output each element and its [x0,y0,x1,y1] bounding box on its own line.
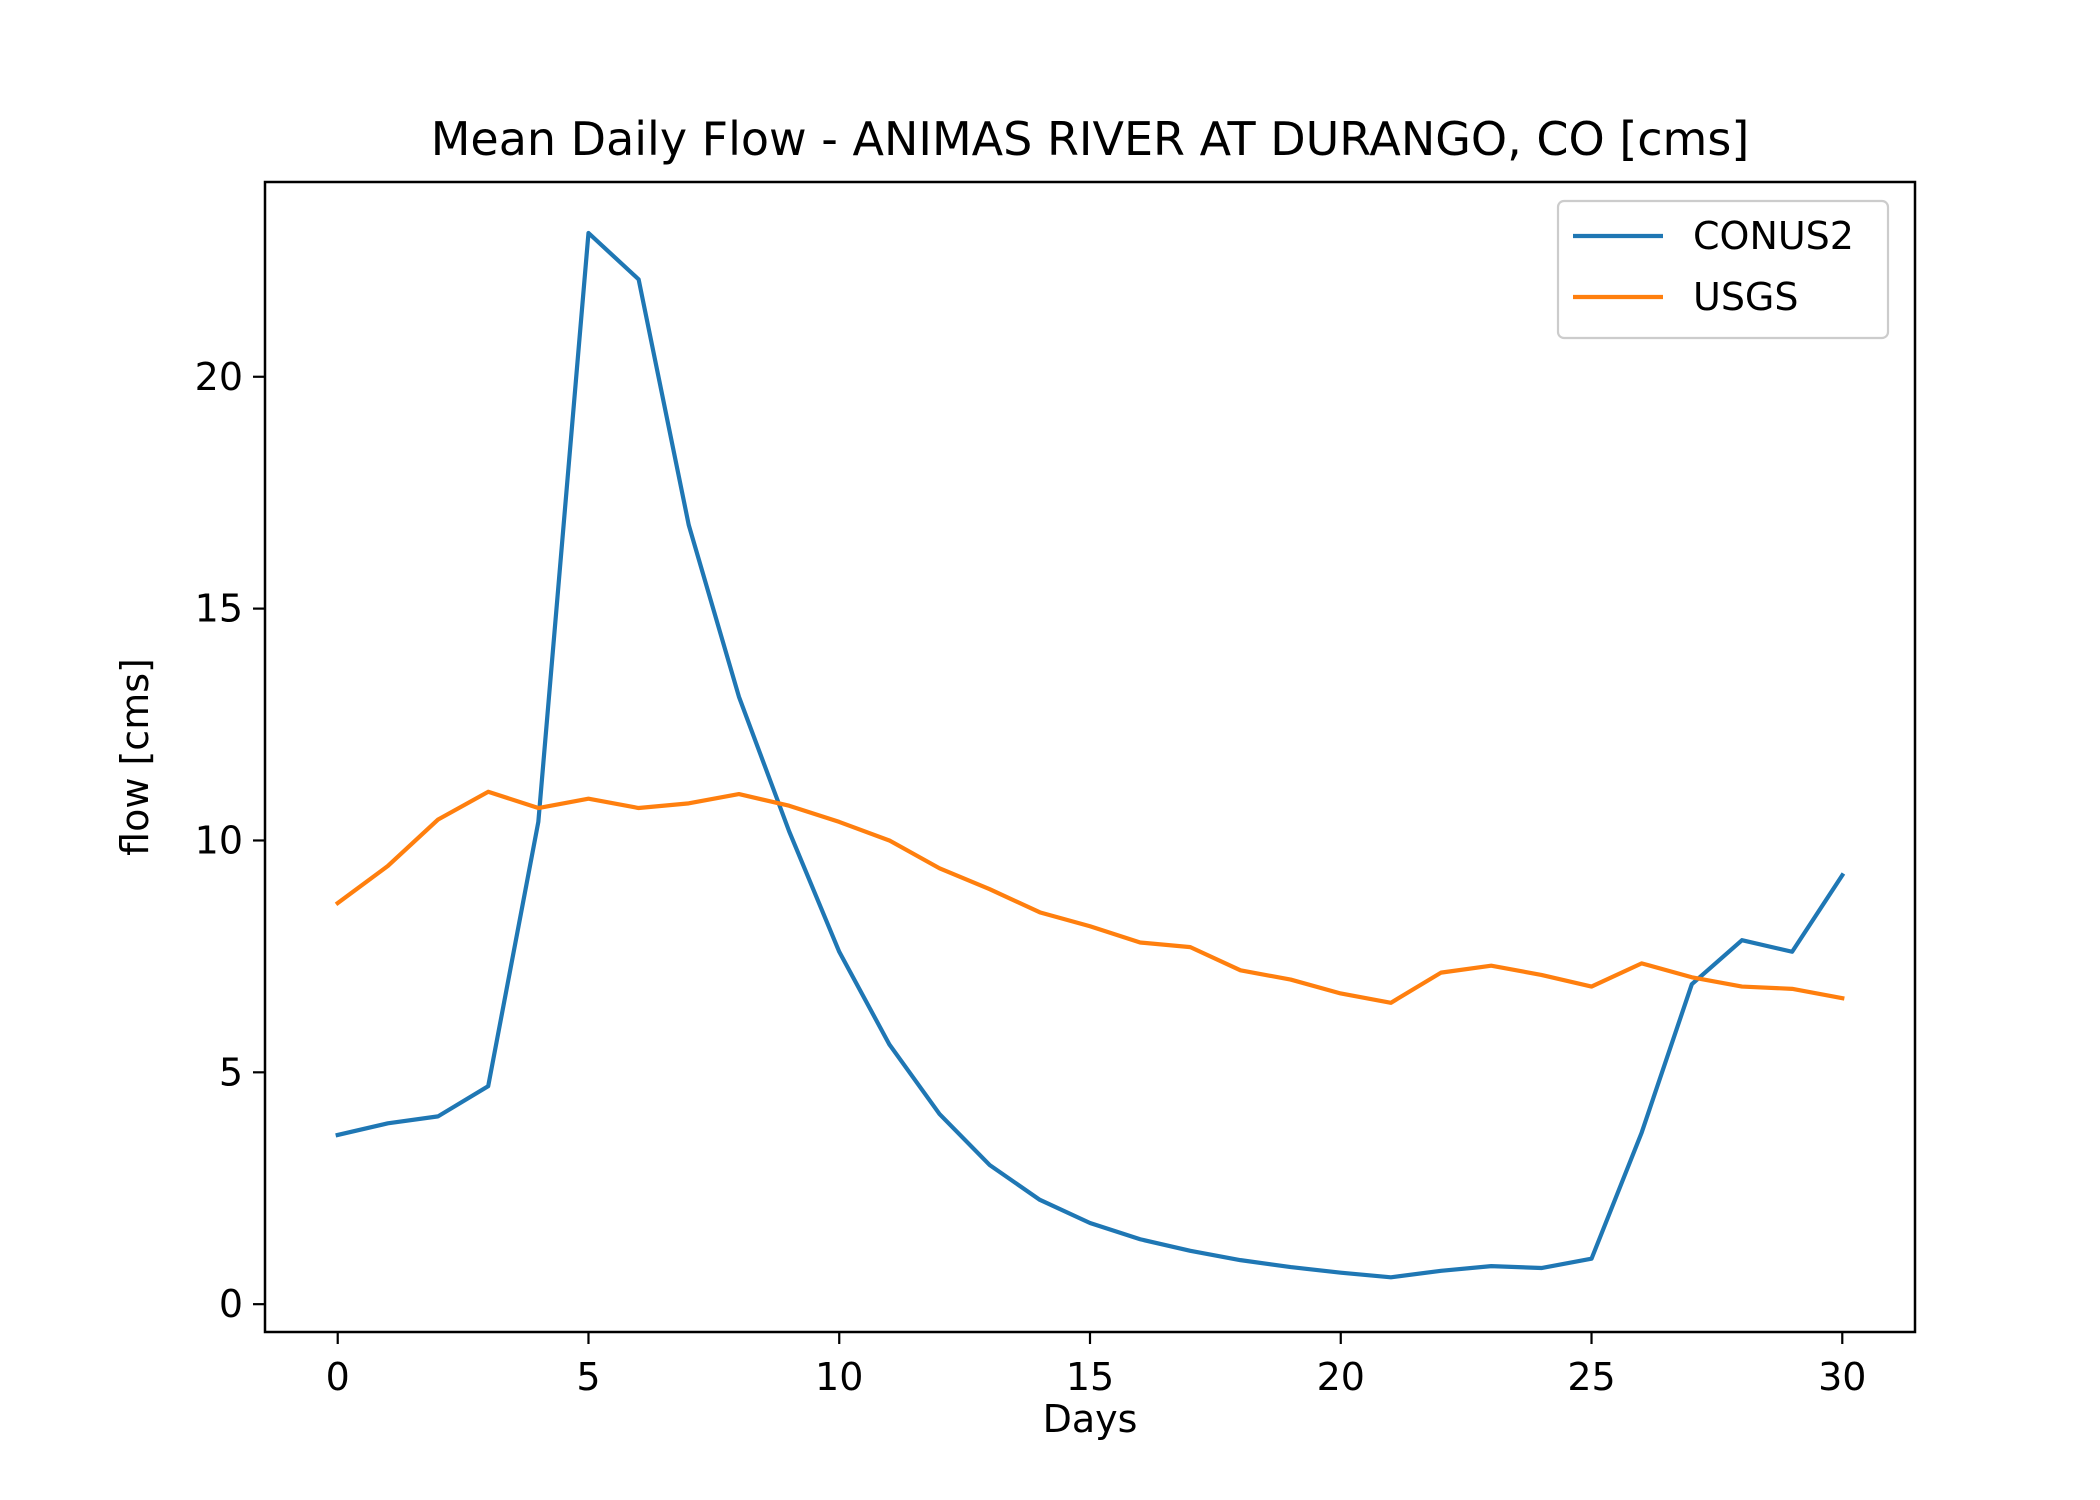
x-tick-label: 0 [326,1355,350,1399]
legend-label-conus2: CONUS2 [1693,214,1854,258]
x-axis: 0 5 10 15 20 25 30 [326,1332,1866,1399]
axes-frame [263,180,1917,1334]
y-axis-label: flow [cms] [113,658,157,856]
x-tick-label: 30 [1818,1355,1866,1399]
y-tick-label: 20 [195,355,243,399]
x-tick-label: 20 [1317,1355,1365,1399]
legend-label-usgs: USGS [1693,275,1799,319]
legend: CONUS2 USGS [1556,199,1890,340]
y-tick-label: 0 [219,1282,243,1326]
x-tick-label: 25 [1567,1355,1615,1399]
y-tick-label: 10 [195,818,243,862]
y-tick-label: 15 [195,587,243,631]
y-tick-label: 5 [219,1050,243,1094]
series-line-conus2 [335,230,1846,1280]
x-tick-label: 5 [576,1355,600,1399]
y-axis: 0 5 10 15 20 [195,355,265,1326]
chart-title: Mean Daily Flow - ANIMAS RIVER AT DURANG… [431,112,1750,166]
x-tick-label: 10 [815,1355,863,1399]
plot-lines [334,230,1846,1280]
x-axis-label: Days [1043,1397,1138,1441]
series-line-usgs [334,789,1845,1005]
x-tick-label: 15 [1066,1355,1114,1399]
